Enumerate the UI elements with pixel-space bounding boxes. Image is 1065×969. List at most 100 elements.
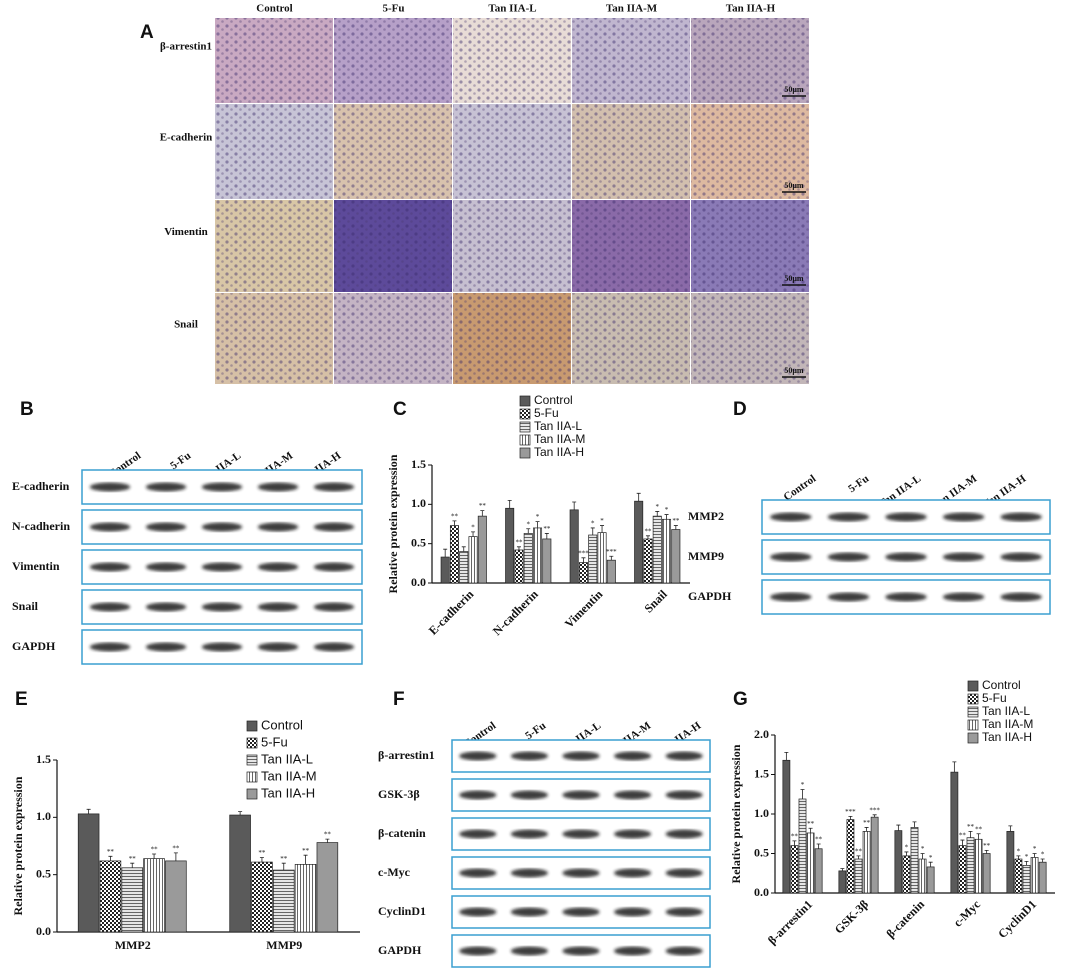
row-label: MMP9 [688,549,724,563]
bar [606,559,616,584]
blot-band [885,552,927,562]
blot-band [510,829,548,839]
legend-swatch [967,719,979,731]
legend-label: Control [534,393,573,407]
row-label: MMP2 [688,509,724,523]
bar [121,867,144,933]
significance-label: ** [515,538,523,546]
y-axis-label: Relative protein expression [11,776,25,915]
significance-label: * [1025,853,1029,861]
error-bar [572,501,577,510]
y-axis-label: Relative protein expression [729,744,743,883]
bar [1030,857,1039,894]
y-tick-label: 1.5 [36,752,51,766]
blot-band [313,562,355,572]
significance-label: ** [967,823,975,831]
y-tick-label: 1.0 [754,806,769,820]
error-bar [152,853,157,859]
blot-band [89,482,131,492]
y-tick-label: 1.0 [411,496,426,510]
blot-band [665,907,703,917]
blot-band [614,946,652,956]
bar [1022,864,1031,894]
blot-band [827,512,870,522]
bar [316,842,339,933]
bar [165,860,187,933]
histology-texture [691,293,809,384]
error-bar [581,557,586,563]
row-label: Snail [12,599,39,613]
legend-label: Tan IIA-L [261,751,313,766]
x-tick-label: β-arrestin1 [765,897,815,947]
x-tick-label: Vimentin [562,587,606,631]
blot-band [665,829,703,839]
error-bar [792,840,797,846]
error-bar [600,525,605,533]
significance-label: * [1033,845,1037,853]
significance-label: * [905,844,909,852]
y-tick-label: 0.0 [36,924,51,938]
y-tick-label: 1.0 [36,809,51,823]
error-bar [784,751,789,761]
blot-band [885,592,927,602]
blot-band [614,868,652,878]
significance-label: ** [959,832,967,840]
bar [440,556,450,584]
error-bar [609,555,614,561]
histology-texture [215,293,333,384]
significance-label: ** [983,842,991,850]
legend-swatch [519,395,531,407]
column-label: Control [256,3,292,15]
legend-label: Tan IIA-M [261,768,317,783]
bar [854,858,863,894]
blot-band [257,562,299,572]
legend-swatch [246,754,258,766]
legend-swatch [967,693,979,705]
legend-swatch [519,408,531,420]
panel-label: G [733,689,748,710]
row-label: Vimentin [12,559,60,573]
blot-band [942,512,985,522]
column-label: Tan IIA-L [488,3,536,15]
legend-label: Tan IIA-H [534,445,584,459]
blot-band [942,592,985,602]
legend-label: Tan IIA-M [534,432,585,446]
bar [1006,831,1015,894]
bar [588,534,598,584]
bar [272,869,295,933]
histology-texture [691,18,809,103]
blot-band [89,602,131,612]
legend-label: Tan IIA-H [261,785,315,800]
column-label: 5-Fu [168,450,193,472]
error-bar [816,843,821,849]
x-tick-label: MMP9 [266,938,302,952]
legend-swatch [519,447,531,459]
error-bar [173,852,178,861]
bar [578,562,588,584]
error-bar [471,531,476,537]
histology-texture [572,104,690,199]
significance-label: ** [644,527,652,535]
blot-band [562,907,600,917]
error-bar [1032,853,1037,858]
x-tick-label: GSK-3β [832,897,871,936]
blot-band [1000,592,1042,602]
blot-band [562,829,600,839]
bar [477,515,487,584]
significance-label: *** [845,808,856,816]
bar [1038,861,1047,894]
blot-band [459,751,497,761]
blot-band [201,522,243,532]
error-bar [238,811,243,816]
blot-band [257,642,299,652]
blot-band [770,592,812,602]
legend-label: Control [982,678,1021,692]
significance-label: ** [451,512,459,520]
blot-band [459,946,497,956]
column-label: Control [781,473,818,504]
error-bar [960,839,965,846]
error-bar [840,868,845,871]
bar [514,549,524,584]
legend-label: Tan IIA-H [982,730,1032,744]
bar [634,500,644,584]
